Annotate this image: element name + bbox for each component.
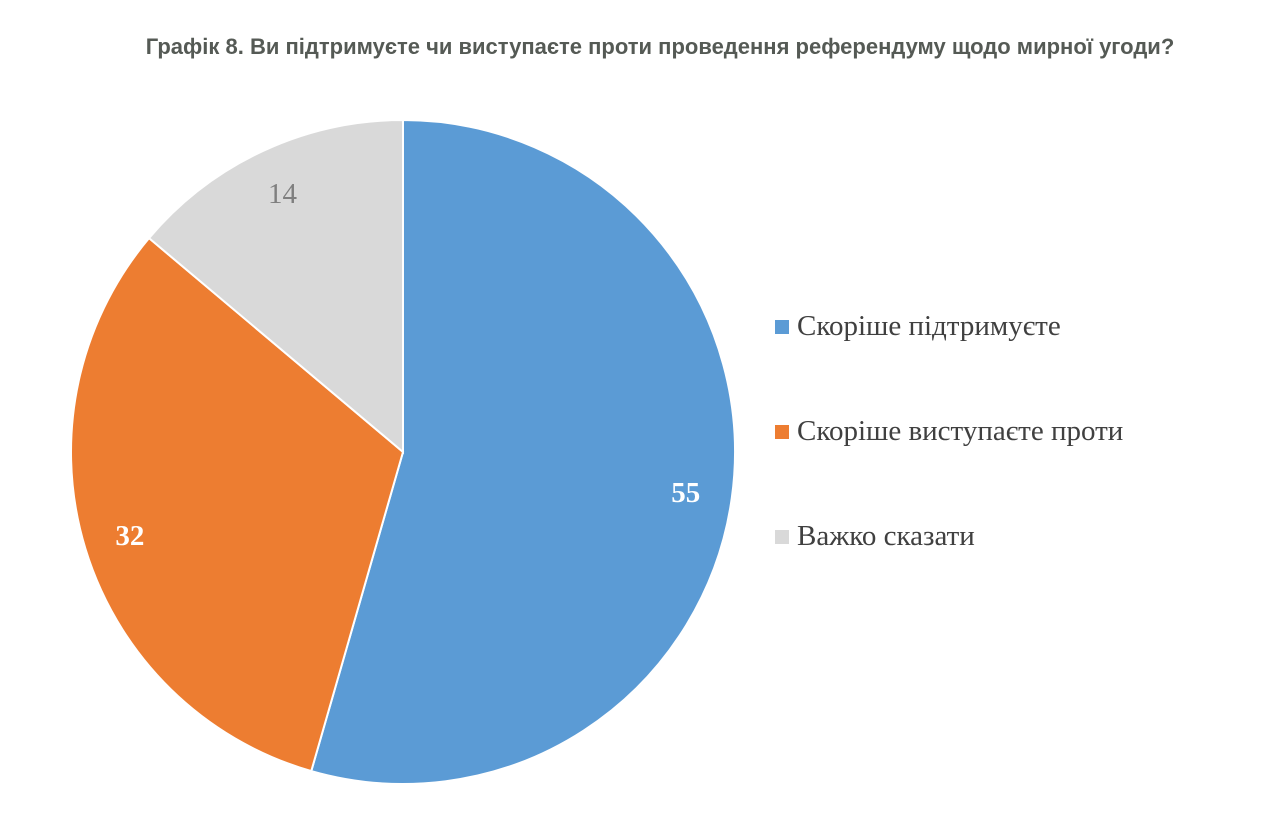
chart-title: Графік 8. Ви підтримуєте чи виступаєте п…	[145, 34, 1175, 59]
legend-swatch	[775, 424, 789, 439]
legend-item-3: Важко сказати	[775, 520, 975, 553]
data-label-1: 55	[671, 477, 700, 509]
legend-label: Скоріше виступаєте проти	[797, 415, 1124, 447]
legend-label: Важко сказати	[797, 520, 975, 552]
legend-swatch	[775, 529, 789, 544]
pie-slice-2	[70, 236, 405, 773]
legend-label: Скоріше підтримуєте	[797, 310, 1061, 342]
legend-item-1: Скоріше підтримуєте	[775, 310, 1061, 343]
data-label-2: 32	[115, 520, 144, 552]
pie-slice-3	[147, 118, 404, 455]
data-label-3: 14	[268, 178, 298, 210]
legend-swatch	[775, 319, 789, 334]
pie-slice-1	[310, 118, 736, 785]
legend-item-2: Скоріше виступаєте проти	[775, 415, 1123, 448]
